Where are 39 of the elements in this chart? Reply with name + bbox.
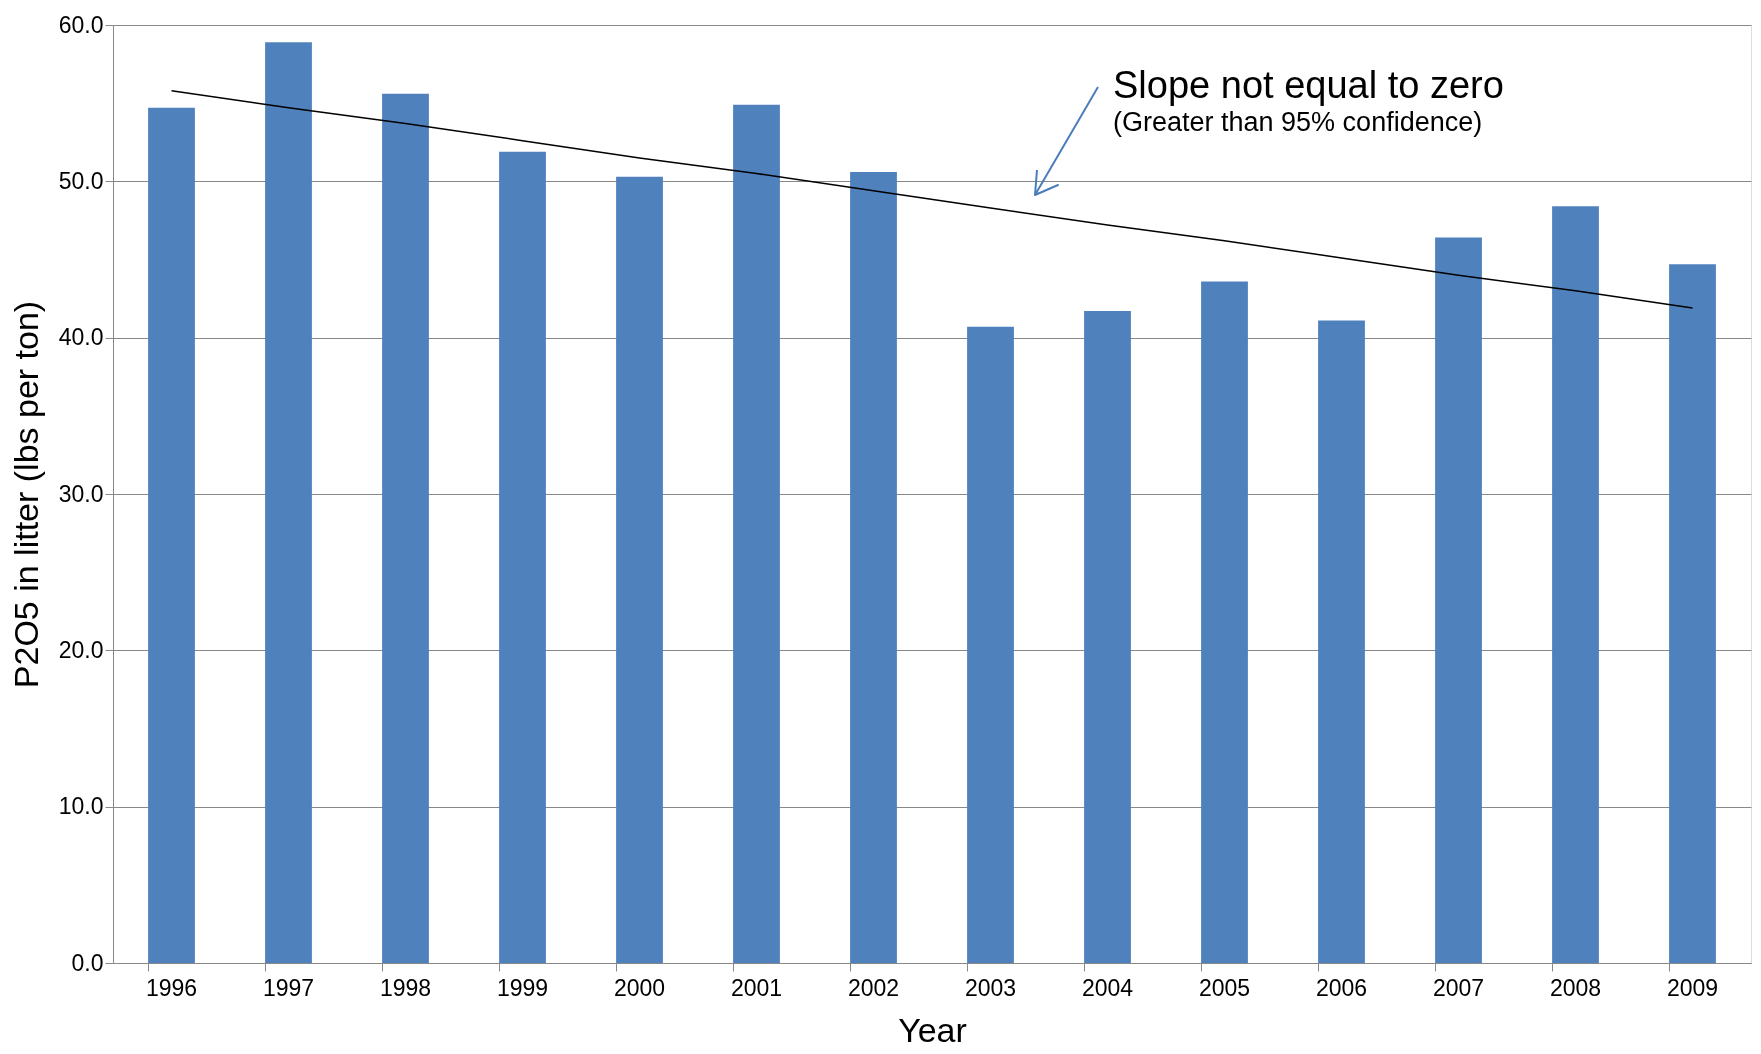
- y-tick-label: 30.0: [58, 480, 104, 507]
- bar: [1435, 237, 1482, 963]
- bar: [1201, 281, 1248, 963]
- bar: [616, 176, 663, 963]
- x-tick-label: 1997: [262, 974, 315, 1001]
- annotation: (Greater than 95% confidence): [1113, 107, 1483, 137]
- x-tick-label: 2002: [847, 974, 900, 1001]
- y-tick-label: 50.0: [58, 167, 104, 194]
- x-tick-label: 2009: [1666, 974, 1719, 1001]
- x-tick-label: 1998: [379, 974, 432, 1001]
- bar: [1084, 311, 1131, 963]
- x-tick-label: 2000: [613, 974, 666, 1001]
- bar: [265, 42, 312, 963]
- bar: [382, 93, 429, 963]
- bar: [499, 151, 546, 963]
- bar: [148, 107, 195, 963]
- bar: [733, 104, 780, 963]
- bar: [1552, 206, 1599, 963]
- y-tick-label: 20.0: [58, 636, 104, 663]
- bar: [1669, 264, 1716, 963]
- x-tick-label: 2008: [1549, 974, 1602, 1001]
- x-tick-label: 2004: [1081, 974, 1134, 1001]
- x-tick-label: 2003: [964, 974, 1017, 1001]
- bar: [1318, 320, 1365, 963]
- y-tick-label: 0.0: [71, 949, 104, 976]
- bar: [850, 171, 897, 963]
- annotation: Slope not equal to zero: [1113, 64, 1504, 106]
- bar: [967, 326, 1014, 963]
- y-tick-label: 40.0: [58, 324, 104, 351]
- x-tick-label: 1999: [496, 974, 549, 1001]
- x-tick-label: 2006: [1315, 974, 1368, 1001]
- y-tick-label: 60.0: [58, 11, 104, 38]
- x-axis-title: Year: [898, 1010, 967, 1049]
- x-tick-label: 1996: [145, 974, 198, 1001]
- y-tick-label: 10.0: [58, 793, 104, 820]
- x-tick-label: 2005: [1198, 974, 1251, 1001]
- y-axis-title: P2O5 in litter (lbs per ton): [6, 300, 45, 689]
- x-tick-label: 2001: [730, 974, 783, 1001]
- x-tick-label: 2007: [1432, 974, 1485, 1001]
